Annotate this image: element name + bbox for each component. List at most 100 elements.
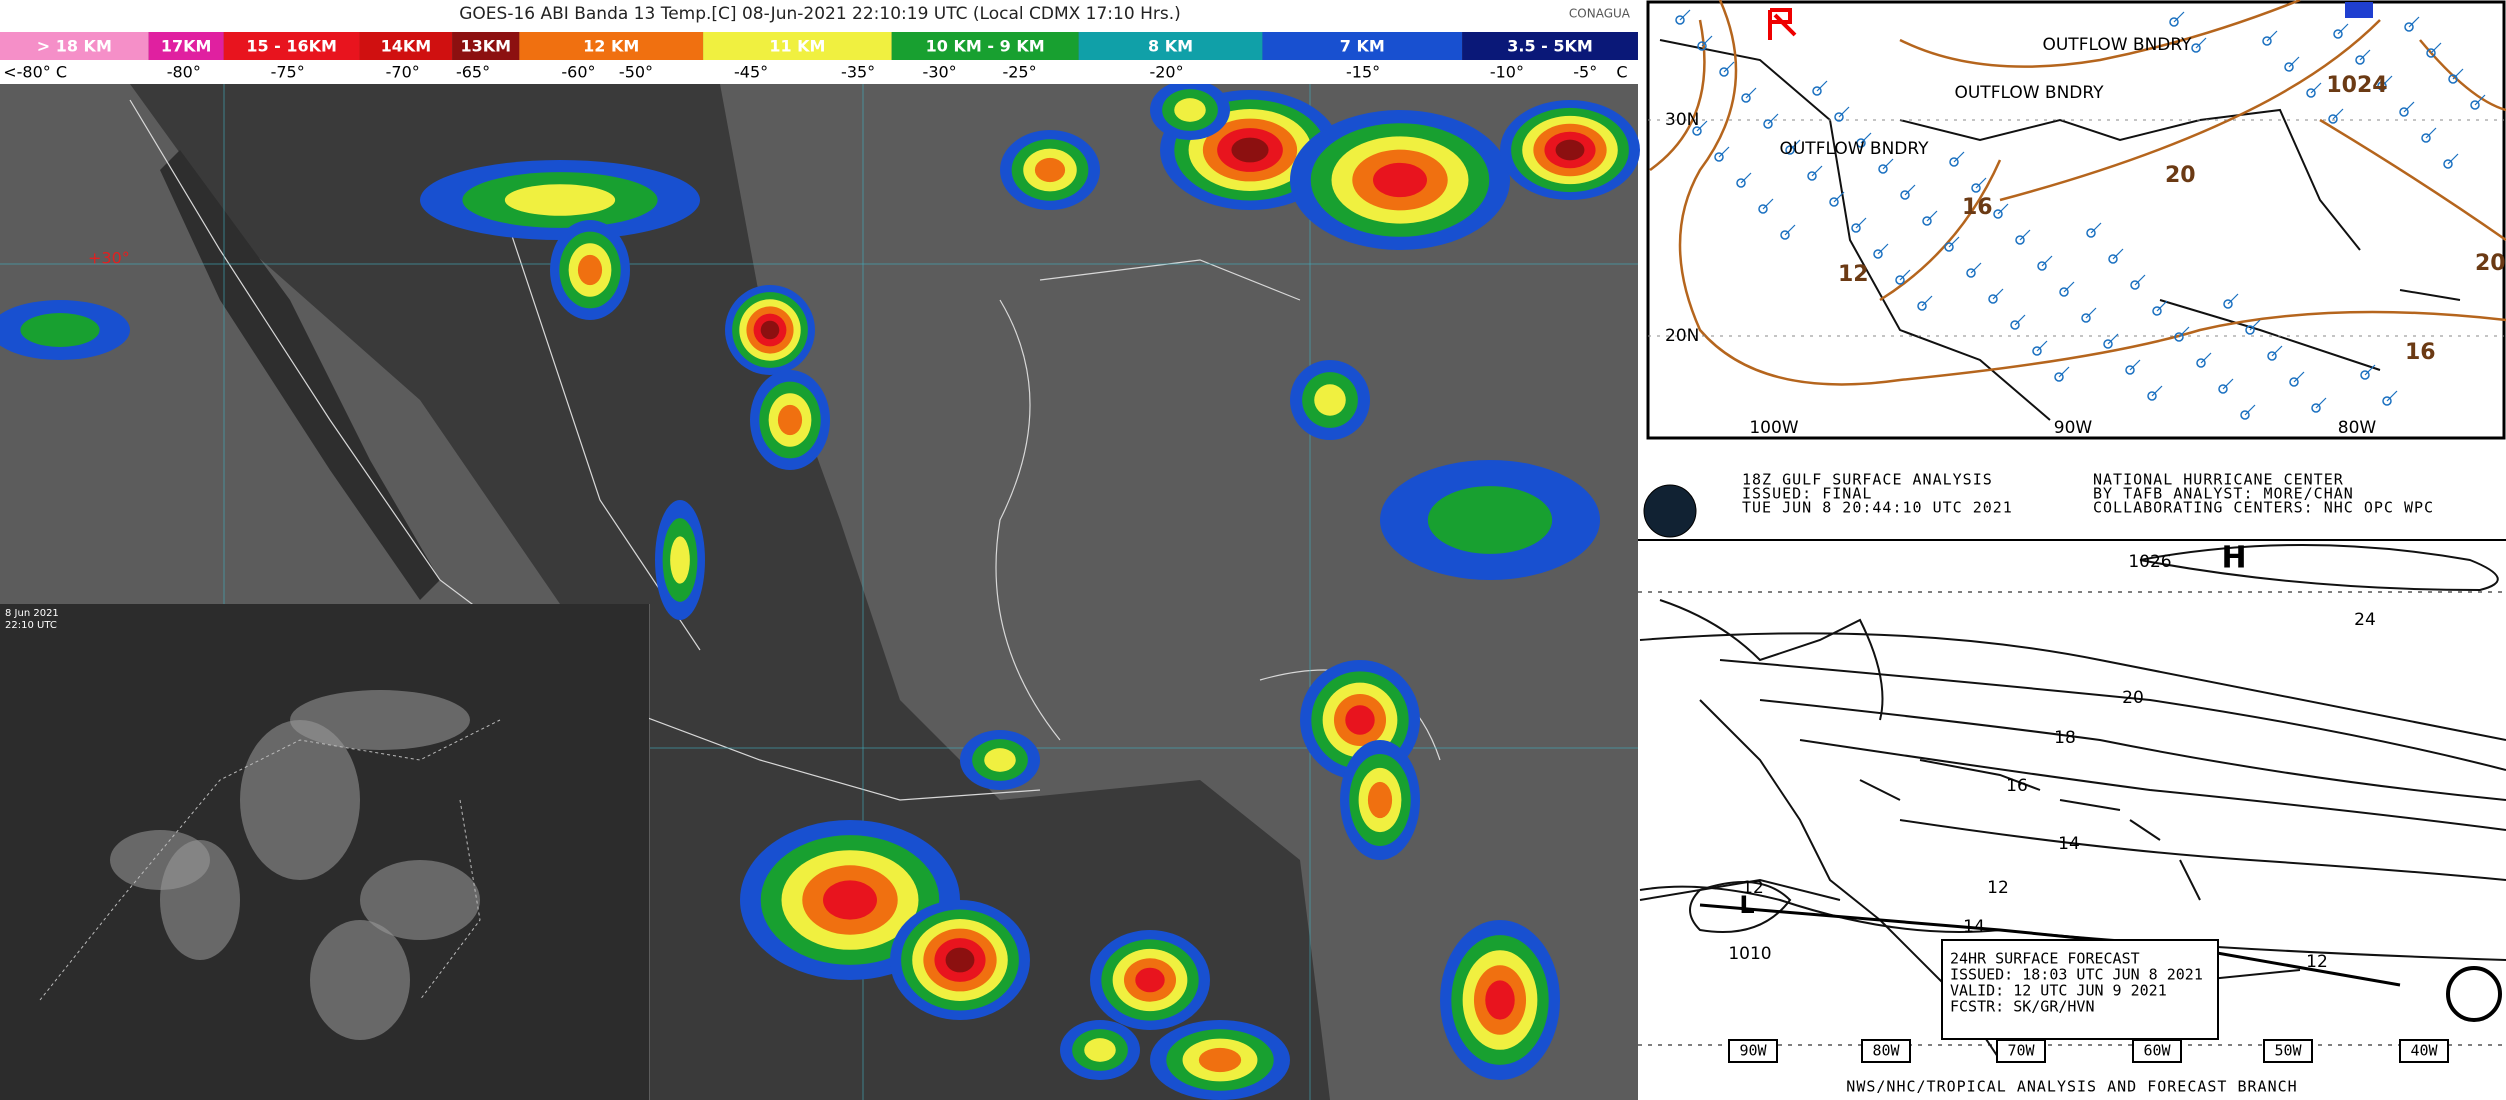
wind-barb bbox=[1921, 295, 1933, 307]
station bbox=[2103, 339, 2113, 349]
surface-map-frame bbox=[1646, 0, 2506, 440]
wind-barb bbox=[2408, 16, 2420, 28]
station bbox=[1971, 183, 1981, 193]
station bbox=[1812, 86, 1822, 96]
scale-label: 8 KM bbox=[1148, 37, 1193, 56]
cloud-blob bbox=[1034, 157, 1066, 183]
wind-barb bbox=[1899, 269, 1911, 281]
wind-barb bbox=[2019, 229, 2031, 241]
wind-barb bbox=[2227, 293, 2239, 305]
forecast-line: ISSUED: 18:03 UTC JUN 8 2021 bbox=[1950, 966, 2203, 984]
logo-text: CONAGUA bbox=[1569, 7, 1631, 21]
wind-barb bbox=[2430, 42, 2442, 54]
wind-barb bbox=[2332, 108, 2344, 120]
lat-label: 30N bbox=[1665, 110, 1699, 130]
station bbox=[2086, 228, 2096, 238]
wind-barb bbox=[1992, 288, 2004, 300]
temp-label: -70° bbox=[386, 63, 420, 82]
cloud bbox=[110, 830, 210, 890]
isobar-label: 1010 bbox=[1728, 944, 1771, 964]
lon-label: 100W bbox=[1749, 418, 1798, 438]
wind-barb bbox=[2386, 390, 2398, 402]
noaa-logo bbox=[1643, 484, 1697, 538]
station bbox=[2267, 351, 2277, 361]
longitude-labels: 90W 80W 70W 60W 50W 40W bbox=[1728, 1039, 2449, 1063]
landmass bbox=[130, 84, 1330, 1100]
station bbox=[2399, 107, 2409, 117]
wind-barb bbox=[1718, 146, 1730, 158]
scale-label: > 18 KM bbox=[37, 37, 112, 56]
cloud-blob bbox=[945, 947, 975, 973]
station bbox=[2015, 235, 2025, 245]
cloud-blob bbox=[1555, 139, 1585, 161]
temp-label: C bbox=[1616, 63, 1627, 82]
station bbox=[1988, 294, 1998, 304]
station bbox=[2174, 332, 2184, 342]
low-label: L bbox=[1739, 891, 1754, 919]
wind-barb bbox=[2271, 345, 2283, 357]
wind-barb bbox=[1745, 87, 1757, 99]
station bbox=[2125, 365, 2135, 375]
station bbox=[1714, 152, 1724, 162]
temp-marker: +30° bbox=[88, 249, 130, 268]
wind-barb bbox=[2244, 404, 2256, 416]
inset-panel: 8 Jun 2021 22:10 UTC bbox=[0, 604, 649, 1100]
header-line: NATIONAL HURRICANE CENTER bbox=[2093, 471, 2344, 489]
station bbox=[1895, 275, 1905, 285]
wind-barb bbox=[1997, 203, 2009, 215]
station bbox=[1878, 164, 1888, 174]
isobar-label: 12 bbox=[2306, 952, 2328, 972]
wind-barb bbox=[2156, 300, 2168, 312]
lon-box bbox=[2263, 1039, 2313, 1063]
lon-label: 50W bbox=[2274, 1042, 2302, 1060]
footer: NWS/NHC/TROPICAL ANALYSIS AND FORECAST B… bbox=[1846, 1078, 2297, 1096]
lat-label: 20N bbox=[1665, 326, 1699, 346]
header-line: BY TAFB ANALYST: MORE/CHAN bbox=[2093, 485, 2354, 503]
cloud-blob bbox=[777, 404, 803, 436]
temp-label: -80° bbox=[167, 63, 201, 82]
wind-barb bbox=[2249, 319, 2261, 331]
wind-barb bbox=[2447, 153, 2459, 165]
isobar-label: 20 bbox=[2475, 251, 2506, 276]
title: GOES-16 ABI Banda 13 Temp.[C] 08-Jun-202… bbox=[459, 4, 1181, 24]
scale-label: 15 - 16KM bbox=[246, 37, 337, 56]
station bbox=[1692, 126, 1702, 136]
wind-barb bbox=[2058, 366, 2070, 378]
temp-label: -45° bbox=[734, 63, 768, 82]
station bbox=[2054, 372, 2064, 382]
temp-label: -20° bbox=[1149, 63, 1183, 82]
isobar-label: 12 bbox=[1742, 878, 1764, 898]
wind-barb bbox=[2090, 222, 2102, 234]
wind-barb bbox=[2452, 68, 2464, 80]
wind-barb bbox=[2293, 371, 2305, 383]
cloud-blob bbox=[670, 536, 690, 584]
boundary-label: OUTFLOW BNDRY bbox=[1954, 83, 2104, 103]
station bbox=[2404, 22, 2414, 32]
wind-barb bbox=[2337, 23, 2349, 35]
temp-label: -10° bbox=[1490, 63, 1524, 82]
wind-barb bbox=[1970, 262, 1982, 274]
wind-barb bbox=[2288, 56, 2300, 68]
forecast-line: FCSTR: SK/GR/HVN bbox=[1950, 998, 2095, 1016]
wind-barb bbox=[2403, 101, 2415, 113]
isobar-label: 12 bbox=[1838, 262, 1869, 287]
wind-barb bbox=[2107, 333, 2119, 345]
station bbox=[1834, 112, 1844, 122]
isobar-label: 20 bbox=[2122, 688, 2144, 708]
wind-barb bbox=[1833, 191, 1845, 203]
scale-label: 17KM bbox=[161, 37, 212, 56]
station bbox=[1719, 67, 1729, 77]
coastline bbox=[1659, 39, 2461, 421]
boundary-label: OUTFLOW BNDRY bbox=[1779, 139, 1929, 159]
wind-barb bbox=[2112, 248, 2124, 260]
wind-barb bbox=[1811, 165, 1823, 177]
scale-segment bbox=[703, 32, 892, 60]
high-label: H bbox=[2221, 541, 2246, 576]
station bbox=[2333, 29, 2343, 39]
boundary-label: OUTFLOW BNDRY bbox=[2042, 35, 2192, 55]
station bbox=[2448, 74, 2458, 84]
station bbox=[2262, 36, 2272, 46]
station bbox=[2443, 159, 2453, 169]
inset-time: 22:10 UTC bbox=[5, 620, 57, 631]
station bbox=[1697, 41, 1707, 51]
